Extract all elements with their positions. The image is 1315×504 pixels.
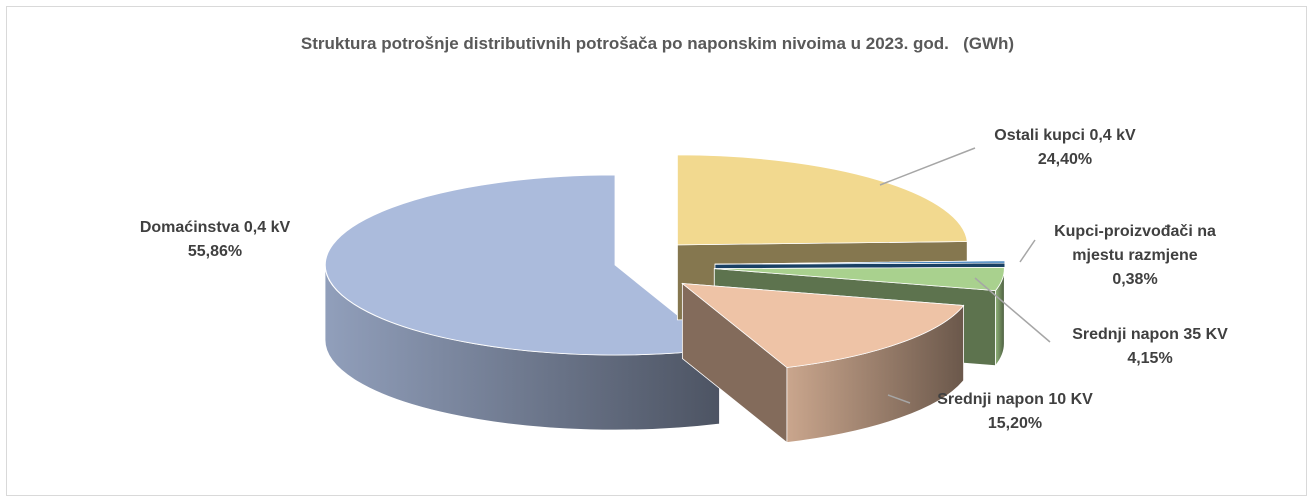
slice	[676, 154, 968, 246]
label-category: Srednji napon 35 KV	[1072, 326, 1228, 343]
leader-line	[879, 147, 976, 186]
label-value: 55,86%	[187, 243, 243, 260]
label-category: Domaćinstva 0,4 kV	[139, 219, 291, 236]
label-category: Ostali kupci 0,4 kV	[994, 127, 1136, 144]
slice	[325, 174, 721, 356]
slice	[714, 266, 1005, 292]
data-label: Srednji napon 10 KV 15,20%	[900, 388, 1130, 436]
label-value: 24,40%	[1037, 151, 1093, 168]
data-label: Ostali kupci 0,4 kV 24,40%	[940, 124, 1190, 172]
label-value: 4,15%	[1127, 350, 1173, 367]
label-value: 0,38%	[1112, 271, 1158, 288]
chart-frame	[6, 6, 1307, 496]
label-category: Srednji napon 10 KV	[937, 391, 1093, 408]
slice	[714, 260, 1006, 265]
label-value: 15,20%	[987, 415, 1043, 432]
leader-line	[1019, 239, 1036, 263]
leader-lines	[879, 147, 1051, 404]
data-label: Kupci-proizvođači na mjestu razmjene 0,38…	[1035, 220, 1235, 292]
leader-line	[887, 394, 911, 404]
data-label: Domaćinstva 0,4 kV 55,86%	[95, 216, 335, 264]
label-category: Kupci-proizvođači na mjestu razmjene	[1054, 223, 1216, 264]
chart-title: Struktura potrošnje distributivnih potro…	[300, 34, 1015, 53]
slice	[681, 283, 965, 368]
leader-line	[974, 277, 1051, 343]
data-label: Srednji napon 35 KV 4,15%	[1040, 323, 1260, 371]
pie	[324, 154, 1006, 444]
